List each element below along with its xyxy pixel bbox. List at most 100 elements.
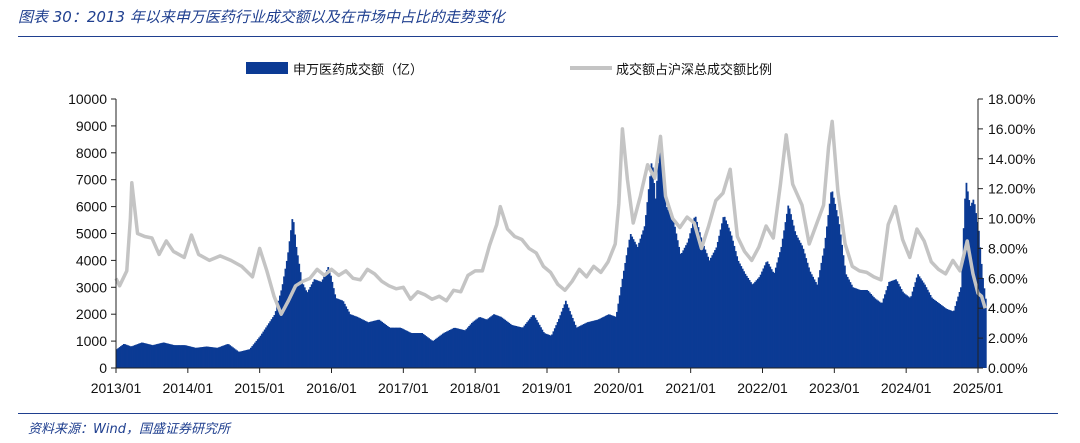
- turnover-bar: [553, 328, 556, 368]
- turnover-bar: [122, 344, 125, 368]
- turnover-bar: [721, 223, 723, 368]
- turnover-bar: [512, 325, 515, 368]
- turnover-bar: [736, 256, 739, 368]
- turnover-bar: [319, 281, 321, 368]
- turnover-bar: [169, 344, 172, 368]
- turnover-bar: [856, 288, 859, 368]
- turnover-bar: [411, 333, 414, 368]
- turnover-bar: [205, 346, 208, 368]
- turnover-bar: [357, 317, 360, 368]
- turnover-bar: [160, 343, 162, 368]
- turnover-bar: [651, 167, 654, 368]
- turnover-bar: [389, 327, 392, 368]
- turnover-bar: [750, 282, 752, 368]
- turnover-bar: [855, 288, 857, 368]
- turnover-bar: [272, 317, 274, 368]
- turnover-bar: [686, 242, 689, 368]
- turnover-bar: [133, 345, 136, 368]
- turnover-bar: [270, 319, 273, 368]
- turnover-bar: [164, 342, 167, 368]
- turnover-bar: [845, 274, 848, 368]
- turnover-bar: [685, 245, 687, 368]
- turnover-bar: [303, 287, 306, 368]
- turnover-bar: [896, 281, 899, 368]
- turnover-bar: [143, 343, 146, 368]
- turnover-bar: [555, 325, 558, 368]
- turnover-bar: [679, 253, 682, 368]
- turnover-bar: [683, 247, 686, 368]
- turnover-bar: [726, 224, 729, 368]
- turnover-bar: [958, 291, 961, 368]
- turnover-bar: [931, 297, 933, 368]
- turnover-bar: [671, 217, 674, 368]
- turnover-bar: [439, 335, 442, 368]
- turnover-bar: [125, 344, 128, 368]
- turnover-bar: [327, 267, 330, 368]
- turnover-bar: [668, 212, 671, 368]
- turnover-bar: [468, 325, 471, 368]
- turnover-bar: [654, 198, 657, 368]
- turnover-bar: [245, 349, 248, 368]
- turnover-bar: [451, 328, 454, 368]
- turnover-bar: [500, 316, 502, 368]
- turnover-bar: [371, 321, 374, 368]
- turnover-bar: [968, 200, 971, 368]
- figure-title: 图表 30：2013 年以来申万医药行业成交额以及在市场中占比的走势变化: [18, 8, 505, 26]
- turnover-bar: [545, 333, 548, 368]
- turnover-bar: [515, 325, 518, 368]
- turnover-bar: [220, 346, 223, 368]
- turnover-bar: [459, 329, 462, 368]
- chart: 申万医药成交额（亿） 成交额占沪深总成交额比例 0 1000 2000 3000 400…: [68, 62, 1035, 396]
- turnover-bar: [915, 277, 918, 368]
- turnover-bar: [687, 238, 690, 368]
- turnover-bar: [124, 344, 127, 368]
- turnover-bar: [614, 316, 617, 368]
- turnover-bar: [132, 345, 135, 368]
- turnover-bar: [258, 337, 261, 368]
- turnover-bar: [657, 163, 660, 368]
- turnover-bar: [549, 335, 552, 368]
- turnover-bar: [462, 329, 465, 368]
- turnover-bar: [305, 290, 308, 368]
- turnover-bar: [581, 324, 584, 368]
- turnover-bar: [508, 322, 511, 368]
- turnover-bar: [136, 344, 139, 368]
- turnover-bar: [950, 310, 953, 368]
- turnover-bar: [799, 242, 802, 368]
- turnover-bar: [852, 287, 855, 368]
- turnover-bar: [982, 277, 984, 368]
- right-tick-label: 6.00%: [988, 270, 1028, 286]
- turnover-bar: [625, 255, 628, 368]
- turnover-bar: [739, 263, 741, 368]
- turnover-bar: [299, 272, 302, 368]
- turnover-bar: [650, 163, 653, 368]
- turnover-bar: [388, 327, 390, 368]
- turnover-bar: [567, 307, 570, 368]
- turnover-bar: [197, 347, 200, 368]
- turnover-bar: [540, 327, 542, 368]
- turnover-bar: [813, 279, 816, 368]
- x-tick-label: 2018/01: [450, 380, 501, 396]
- turnover-bar: [284, 268, 287, 368]
- turnover-bar: [323, 276, 325, 368]
- turnover-bar: [453, 327, 455, 368]
- left-tick-label: 3000: [76, 279, 107, 295]
- turnover-bar: [118, 347, 121, 368]
- turnover-bar: [787, 205, 790, 368]
- turnover-bar: [722, 217, 725, 368]
- turnover-bar: [312, 281, 314, 368]
- turnover-bar: [864, 289, 867, 368]
- turnover-bar: [971, 202, 973, 368]
- turnover-bar: [960, 287, 962, 368]
- turnover-bar: [433, 339, 436, 368]
- turnover-bar: [404, 330, 407, 368]
- turnover-bar: [903, 293, 906, 368]
- turnover-bar: [795, 235, 798, 368]
- turnover-bar: [180, 345, 183, 368]
- x-tick-label: 2020/01: [594, 380, 645, 396]
- turnover-bar: [874, 298, 877, 368]
- turnover-bar: [131, 346, 133, 368]
- turnover-bar: [374, 320, 377, 368]
- turnover-bar: [227, 344, 230, 368]
- turnover-bar: [658, 145, 661, 368]
